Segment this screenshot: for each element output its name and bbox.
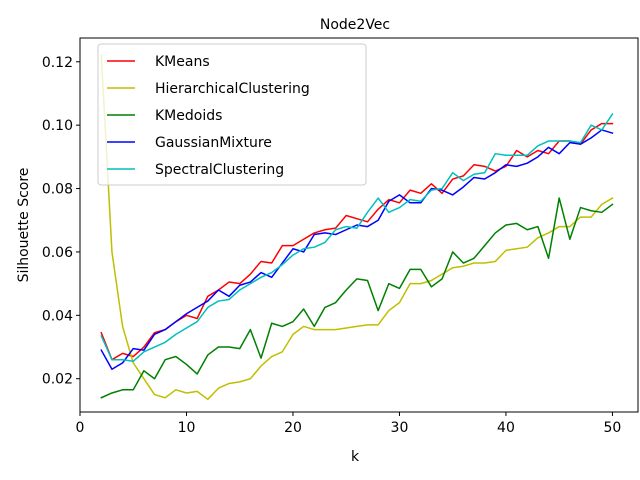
series-line-3 (100, 129, 614, 370)
legend-label: KMeans (155, 54, 210, 70)
series-line-0 (100, 122, 614, 361)
y-tick-label: 0.08 (42, 182, 73, 198)
x-tick-label: 50 (604, 420, 622, 436)
series-line-4 (100, 113, 614, 363)
series-line-1 (100, 54, 614, 401)
series-line-2 (100, 197, 614, 399)
x-tick-label: 20 (284, 420, 302, 436)
x-tick-label: 10 (178, 420, 196, 436)
legend-label: SpectralClustering (155, 162, 284, 178)
chart-title: Node2Vec (320, 17, 390, 33)
y-tick-label: 0.04 (42, 308, 73, 324)
x-tick-label: 40 (497, 420, 515, 436)
x-tick-label: 0 (76, 420, 85, 436)
x-tick-label: 30 (391, 420, 409, 436)
plot-lines (100, 54, 614, 401)
legend: KMeans HierarchicalClustering KMedoids Gaus… (97, 43, 367, 186)
y-tick-label: 0.02 (42, 372, 73, 388)
y-axis: 0.02 0.04 0.06 0.08 0.10 0.12 (42, 55, 80, 388)
x-axis: 0 10 20 30 40 50 (76, 412, 622, 436)
legend-label: HierarchicalClustering (155, 81, 310, 97)
plot-frame (79, 37, 639, 413)
y-tick-label: 0.06 (42, 245, 73, 261)
y-axis-label: Silhouette Score (16, 168, 32, 283)
legend-label: KMedoids (155, 108, 222, 124)
legend-label: GaussianMixture (155, 135, 272, 151)
x-axis-label: k (351, 449, 360, 465)
legend-box (97, 43, 367, 186)
y-tick-label: 0.10 (42, 118, 73, 134)
y-tick-label: 0.12 (42, 55, 73, 71)
